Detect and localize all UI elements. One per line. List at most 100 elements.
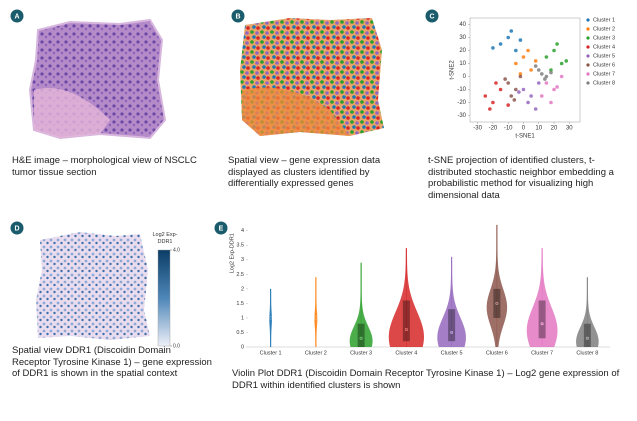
x-tick-label: Cluster 4 (395, 350, 417, 356)
scatter-point (564, 59, 568, 63)
legend-swatch (586, 45, 589, 48)
legend-label: Cluster 3 (593, 35, 615, 41)
scatter-point (540, 72, 544, 76)
caption: t-SNE projection of identified clusters,… (428, 155, 633, 201)
violin-median (360, 337, 363, 340)
legend-swatch (586, 63, 589, 66)
colorbar-title: Log2 Exp-DDR1 (148, 232, 182, 245)
scatter-point (534, 107, 538, 111)
y-tick-label: 20 (459, 48, 466, 54)
y-tick-label: 10 (459, 61, 466, 67)
y-tick-label: 1.5 (236, 301, 244, 307)
y-tick-label: 0 (241, 344, 244, 350)
violin-box (358, 324, 365, 347)
colorbar-tick-label: 4.0 (173, 247, 180, 253)
scatter-point (491, 101, 495, 105)
legend-swatch (586, 36, 589, 39)
panel-label: B (235, 13, 240, 20)
y-tick-label: -30 (457, 113, 466, 119)
scatter-point (499, 88, 503, 92)
scatter-point (555, 85, 559, 89)
tsne-chart: -30-20-100102030-30-20-10010203040t-SNE1… (450, 17, 615, 139)
scatter-point (491, 46, 495, 50)
panel-label: E (219, 225, 224, 232)
plot-frame (470, 18, 580, 122)
scatter-point (522, 88, 526, 92)
x-tick-label: 20 (551, 126, 558, 132)
colorbar-ticks: 0.04.0 (170, 247, 180, 349)
violin-box (403, 300, 410, 341)
y-tick-label: -10 (457, 87, 466, 93)
colorbar (158, 250, 170, 346)
violin-median (496, 302, 499, 305)
y-tick-label: 2.5 (236, 272, 244, 278)
violin-median (315, 317, 318, 320)
y-tick-label: 30 (459, 35, 466, 41)
scatter-point (514, 49, 518, 53)
legend-label: Cluster 4 (593, 44, 615, 50)
y-axis-label: Log2 Exp-DDR1 (229, 233, 235, 273)
scatter-point (552, 88, 556, 92)
x-tick-label: 10 (535, 126, 542, 132)
y-tick-label: 40 (459, 22, 466, 28)
violin-median (541, 322, 544, 325)
scatter-point (519, 38, 523, 42)
scatter-point (549, 71, 553, 75)
scatter-point (488, 107, 492, 111)
violin-box (448, 309, 455, 341)
scatter-point (549, 101, 553, 105)
scatter-point (519, 75, 523, 79)
tissue-ddr1 (36, 232, 150, 340)
scatter-point (509, 29, 513, 33)
scatter-point (514, 88, 518, 92)
scatter-point (517, 90, 521, 94)
x-tick-label: Cluster 7 (531, 350, 553, 356)
legend-label: Cluster 8 (593, 80, 615, 86)
scatter-point (560, 62, 564, 66)
scatter-point (483, 94, 487, 98)
scatter-point (503, 77, 507, 81)
x-tick-label: -10 (504, 126, 513, 132)
y-tick-label: 2 (241, 286, 244, 292)
legend-label: Cluster 7 (593, 71, 615, 77)
scatter-point (529, 68, 533, 72)
x-axis-label: t-SNE1 (515, 134, 535, 140)
x-tick-label: -30 (473, 126, 482, 132)
caption: H&E image – morphological view of NSCLC … (12, 155, 212, 178)
legend-swatch (586, 18, 589, 21)
figure: 0.04.0 ABCDE -30-20-100102030-30-20-1001… (0, 0, 637, 421)
y-axis-label: t-SNE2 (450, 60, 456, 80)
y-tick-label: 3 (241, 257, 244, 263)
scatter-point (537, 81, 541, 85)
violin-median (450, 331, 453, 334)
scatter-point (555, 42, 559, 46)
legend-label: Cluster 6 (593, 62, 615, 68)
violin-box (539, 300, 546, 338)
scatter-point (506, 36, 510, 40)
violin-median (586, 337, 589, 340)
scatter-point (509, 94, 513, 98)
scatter-point (540, 94, 544, 98)
scatter-point (506, 103, 510, 107)
violin-median (269, 317, 272, 320)
legend-label: Cluster 1 (593, 17, 615, 23)
panel-label: A (14, 13, 19, 20)
y-tick-label: 4 (241, 228, 244, 234)
legend-swatch (586, 81, 589, 84)
legend-swatch (586, 54, 589, 57)
legend-label: Cluster 2 (593, 26, 615, 32)
scatter-point (514, 62, 518, 66)
y-tick-label: 0 (463, 74, 467, 80)
x-tick-label: 30 (566, 126, 573, 132)
x-tick-label: Cluster 8 (576, 350, 598, 356)
x-tick-label: Cluster 1 (260, 350, 282, 356)
legend-swatch (586, 27, 589, 30)
caption: Spatial view – gene expression data disp… (228, 155, 418, 190)
x-tick-label: Cluster 3 (350, 350, 372, 356)
panel-label: C (429, 13, 434, 20)
scatter-point (534, 64, 538, 68)
scatter-point (506, 81, 510, 85)
legend-swatch (586, 72, 589, 75)
scatter-point (499, 42, 503, 46)
